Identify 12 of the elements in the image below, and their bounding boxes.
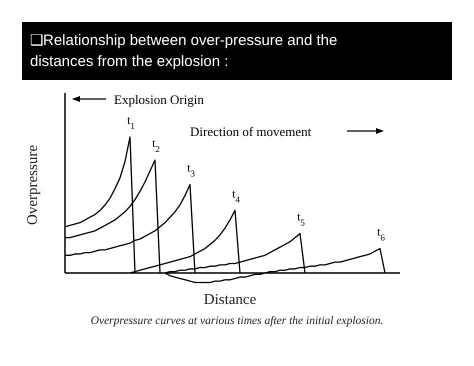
series-label: t$_{6}$: [377, 224, 386, 243]
series-label: t$_{1}$: [127, 113, 135, 131]
annotation: Direction of movement: [190, 124, 312, 139]
series-label: t$_{2}$: [152, 136, 160, 154]
x-axis-title: Distance: [204, 292, 257, 308]
text: Overpressure curves at various times after the initial explosion.: [90, 315, 384, 327]
chart-title: ❑Relationship between over-pressure and the distances from the explosion :: [30, 32, 338, 70]
text: Explosion Origin: [114, 92, 204, 107]
series-label: t$_{3}$: [187, 160, 196, 179]
y-axis-title: Overpressure: [25, 144, 41, 225]
series-label: t$_{4}$: [232, 186, 240, 204]
series-label: t$_{5}$: [297, 210, 306, 228]
